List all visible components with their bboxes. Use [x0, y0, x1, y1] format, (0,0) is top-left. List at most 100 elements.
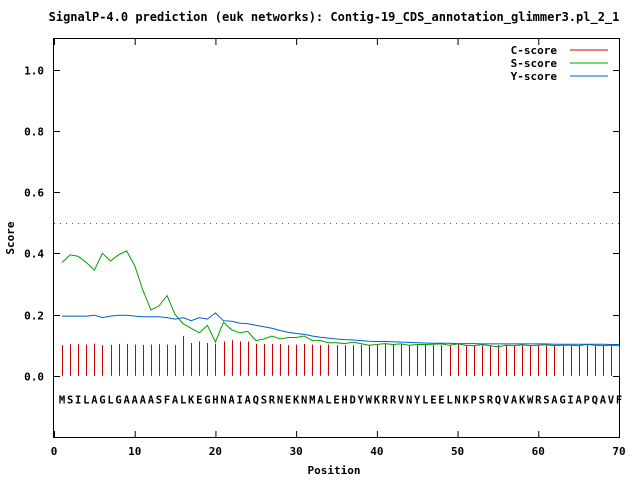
sequence-residue: K [188, 394, 195, 406]
sequence-residue: D [349, 394, 355, 406]
axis-ticks: 0 10 20 30 40 50 60 70 0.0 0.2 0.4 0.6 0.8 1.0 [24, 39, 626, 458]
sequence-residue: L [422, 394, 428, 406]
sequence-residue: A [551, 394, 558, 406]
sequence-residue: S [543, 394, 549, 406]
legend-entry-c-score: C-score [511, 44, 608, 57]
score-lines [61, 250, 620, 348]
s-score-line [61, 250, 620, 348]
y-tick-label: 0.6 [24, 187, 44, 200]
sequence-residue: I [236, 394, 242, 406]
sequence-residue: V [398, 394, 405, 406]
sequence-residue: L [107, 394, 113, 406]
sequence-residue: L [325, 394, 331, 406]
y-score-line [62, 312, 619, 345]
x-axis-label: Position [308, 464, 361, 477]
x-tick-label: 50 [451, 445, 464, 458]
y-tick-label: 0.4 [24, 248, 44, 261]
sequence-residue: K [519, 394, 526, 406]
sequence-residue: L [446, 394, 452, 406]
sequence-residue: V [503, 394, 510, 406]
x-tick-label: 70 [612, 445, 625, 458]
chart-title: SignalP-4.0 prediction (euk networks): C… [49, 10, 620, 25]
legend-label-s-score: S-score [511, 57, 558, 70]
x-tick-label: 20 [209, 445, 222, 458]
x-tick-label: 60 [532, 445, 545, 458]
sequence-residue: E [285, 394, 291, 406]
sequence-residue: P [584, 394, 590, 406]
sequence-residue: I [75, 394, 81, 406]
y-tick-label: 1.0 [24, 65, 44, 78]
y-tick-label: 0.8 [24, 126, 44, 139]
sequence-residue: A [600, 394, 607, 406]
sequence-residue: E [430, 394, 436, 406]
y-tick-label: 0.0 [24, 371, 44, 384]
sequence-residue: H [341, 394, 347, 406]
sequence-residue: A [575, 394, 582, 406]
sequence-residue: Q [253, 394, 259, 406]
sequence-residue: H [212, 394, 218, 406]
sequence-residue: A [228, 394, 235, 406]
sequence-residue: S [67, 394, 73, 406]
sequence-residue: N [220, 394, 226, 406]
sequence-residue: L [180, 394, 186, 406]
sequence-residue: K [374, 394, 381, 406]
sequence-residue: F [164, 394, 170, 406]
sequence-residue: Q [495, 394, 501, 406]
sequence-residue: F [616, 394, 622, 406]
legend-entry-s-score: S-score [511, 57, 608, 70]
sequence-residue: E [438, 394, 444, 406]
sequence-residue: A [91, 394, 98, 406]
x-tick-label: 30 [290, 445, 303, 458]
sequence-residue: N [301, 394, 307, 406]
legend-label-c-score: C-score [511, 44, 558, 57]
sequence-residue: M [59, 394, 65, 406]
c-score-impulses [62, 335, 620, 376]
sequence-residue: N [277, 394, 283, 406]
sequence-residue: M [309, 394, 315, 406]
sequence-residue: V [608, 394, 615, 406]
sequence-residue: E [196, 394, 202, 406]
sequence-residue: A [148, 394, 155, 406]
sequence-residue: E [333, 394, 339, 406]
sequence-residue: K [293, 394, 300, 406]
y-tick-label: 0.2 [24, 310, 44, 323]
sequence-residue: W [527, 394, 534, 406]
x-tick-label: 0 [51, 445, 58, 458]
sequence-residue: P [471, 394, 477, 406]
sequence-residue: A [132, 394, 139, 406]
sequence-residue: R [269, 394, 276, 406]
sequence-residue: I [567, 394, 573, 406]
sequence-residue: A [172, 394, 179, 406]
sequence-residue: A [511, 394, 518, 406]
sequence-residue: L [83, 394, 89, 406]
legend-entry-y-score: Y-score [511, 70, 608, 83]
x-tick-label: 40 [370, 445, 383, 458]
sequence-residue: S [261, 394, 267, 406]
legend-label-y-score: Y-score [511, 70, 558, 83]
sequence-residue: G [99, 394, 105, 406]
sequence-residue: K [462, 394, 469, 406]
sequence-residue: S [156, 394, 162, 406]
sequence-residue: Y [414, 394, 421, 406]
sequence-residue: G [115, 394, 121, 406]
sequence-residue: W [366, 394, 373, 406]
sequence-residue: R [487, 394, 494, 406]
sequence-residue: G [204, 394, 210, 406]
sequence-residue: Y [358, 394, 365, 406]
sequence-residue: N [406, 394, 412, 406]
sequence-residue: N [454, 394, 460, 406]
y-axis-label: Score [4, 221, 17, 254]
sequence-residue: A [317, 394, 324, 406]
sequence-residue: A [245, 394, 252, 406]
sequence-residue: A [123, 394, 130, 406]
legend: C-score S-score Y-score [511, 44, 608, 83]
sequence-residue: S [479, 394, 485, 406]
sequence-residue: R [535, 394, 542, 406]
sequence-residue: G [559, 394, 565, 406]
sequence-residue: Q [592, 394, 598, 406]
sequence-residue: R [390, 394, 397, 406]
sequence-residue: A [140, 394, 147, 406]
plot-frame [53, 38, 620, 438]
